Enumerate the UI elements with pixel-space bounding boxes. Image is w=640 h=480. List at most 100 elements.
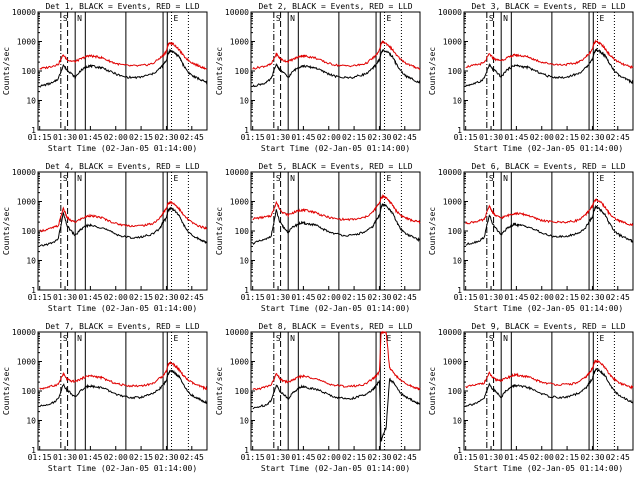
- y-tick-label: 100: [22, 227, 37, 236]
- y-tick-label: 100: [448, 387, 463, 396]
- y-tick-label: 10000: [12, 8, 36, 17]
- plot-frame: [463, 331, 634, 451]
- x-tick-label: 01:15: [454, 453, 478, 462]
- x-tick-label: 01:15: [241, 293, 265, 302]
- panel-title: Det 8, BLACK = Events, RED = LLD: [258, 322, 412, 331]
- y-tick-label: 100: [235, 67, 250, 76]
- y-tick-label: 100: [235, 387, 250, 396]
- x-tick-label: 02:15: [342, 133, 366, 142]
- x-axis-label: Start Time (02-Jan-05 01:14:00): [261, 144, 410, 153]
- events-series-line: [39, 206, 208, 247]
- y-tick-label: 10000: [438, 168, 462, 177]
- y-tick-label: 10000: [225, 8, 249, 17]
- panel-title: Det 9, BLACK = Events, RED = LLD: [471, 322, 625, 331]
- y-axis-label: Counts/sec: [215, 367, 224, 415]
- time-marker-label: E: [387, 14, 392, 23]
- events-series-line: [252, 49, 421, 88]
- x-tick-label: 02:15: [129, 453, 153, 462]
- time-marker-label: N: [290, 174, 295, 183]
- x-tick-label: 02:15: [555, 453, 579, 462]
- y-tick-label: 1: [31, 286, 36, 295]
- y-tick-label: 10: [239, 417, 249, 426]
- y-tick-label: 1000: [230, 198, 249, 207]
- x-tick-label: 02:00: [530, 453, 554, 462]
- x-tick-label: 02:15: [342, 293, 366, 302]
- y-tick-label: 10000: [438, 328, 462, 337]
- y-tick-label: 1000: [17, 358, 36, 367]
- y-tick-label: 1: [244, 126, 249, 135]
- x-tick-label: 02:45: [393, 133, 417, 142]
- plot-frame: [37, 331, 208, 451]
- y-tick-label: 10000: [438, 8, 462, 17]
- y-tick-label: 1000: [443, 198, 462, 207]
- y-axis-label: Counts/sec: [2, 47, 11, 95]
- y-axis-label: Counts/sec: [428, 367, 437, 415]
- y-tick-label: 1000: [230, 38, 249, 47]
- panel-title: Det 2, BLACK = Events, RED = LLD: [258, 2, 412, 11]
- y-tick-label: 10: [239, 97, 249, 106]
- detector-panel-7: Det 7, BLACK = Events, RED = LLD 1 10 100 10…: [2, 322, 208, 473]
- x-tick-label: 02:30: [367, 453, 391, 462]
- x-axis-label: Start Time (02-Jan-05 01:14:00): [48, 304, 197, 313]
- time-marker-label: E: [174, 14, 179, 23]
- x-tick-label: 02:00: [317, 453, 341, 462]
- x-axis-label: Start Time (02-Jan-05 01:14:00): [474, 304, 623, 313]
- lld-series-line: [39, 360, 208, 391]
- time-marker-label: S: [489, 14, 494, 23]
- time-marker-label: S: [63, 174, 68, 183]
- plot-frame: [250, 171, 421, 291]
- x-axis-label: Start Time (02-Jan-05 01:14:00): [261, 304, 410, 313]
- x-axis-label: Start Time (02-Jan-05 01:14:00): [48, 464, 197, 473]
- panel-title: Det 4, BLACK = Events, RED = LLD: [45, 162, 199, 171]
- x-tick-label: 01:30: [266, 293, 290, 302]
- plot-frame: [37, 11, 208, 131]
- x-tick-label: 01:45: [78, 293, 102, 302]
- x-tick-label: 01:30: [479, 133, 503, 142]
- x-tick-label: 02:00: [104, 293, 128, 302]
- x-tick-label: 01:30: [266, 133, 290, 142]
- x-tick-label: 02:30: [580, 293, 604, 302]
- time-marker-label: N: [77, 174, 82, 183]
- x-tick-label: 02:45: [393, 293, 417, 302]
- x-tick-label: 02:45: [180, 293, 204, 302]
- x-axis-label: Start Time (02-Jan-05 01:14:00): [474, 464, 623, 473]
- y-tick-label: 1000: [17, 198, 36, 207]
- events-series-line: [465, 204, 634, 246]
- x-tick-label: 02:30: [154, 293, 178, 302]
- panel-title: Det 1, BLACK = Events, RED = LLD: [45, 2, 199, 11]
- detector-panel-4: Det 4, BLACK = Events, RED = LLD 1 10 100 10…: [2, 162, 208, 313]
- y-tick-label: 100: [22, 67, 37, 76]
- time-marker-label: S: [489, 334, 494, 343]
- lld-series-line: [252, 39, 421, 71]
- x-tick-label: 02:30: [580, 133, 604, 142]
- y-tick-label: 1: [244, 446, 249, 455]
- x-axis-label: Start Time (02-Jan-05 01:14:00): [48, 144, 197, 153]
- y-tick-label: 10000: [225, 168, 249, 177]
- x-tick-label: 01:15: [28, 133, 52, 142]
- x-tick-label: 01:15: [454, 133, 478, 142]
- y-tick-label: 10: [26, 257, 36, 266]
- x-tick-label: 02:15: [555, 133, 579, 142]
- x-tick-label: 01:15: [28, 453, 52, 462]
- y-tick-label: 100: [235, 227, 250, 236]
- plot-frame: [37, 171, 208, 291]
- x-tick-label: 01:15: [28, 293, 52, 302]
- x-tick-label: 01:45: [291, 293, 315, 302]
- time-marker-label: S: [276, 174, 281, 183]
- y-axis-label: Counts/sec: [428, 207, 437, 255]
- time-marker-label: S: [489, 174, 494, 183]
- events-series-line: [465, 47, 634, 87]
- x-tick-label: 01:30: [479, 453, 503, 462]
- time-marker-label: N: [503, 334, 508, 343]
- y-tick-label: 10: [26, 417, 36, 426]
- x-tick-label: 01:30: [266, 453, 290, 462]
- plot-frame: [463, 11, 634, 131]
- x-tick-label: 01:15: [241, 453, 265, 462]
- lld-series-line: [465, 198, 634, 226]
- y-tick-label: 1: [457, 286, 462, 295]
- lld-series-line: [39, 42, 208, 70]
- x-tick-label: 01:45: [504, 293, 528, 302]
- time-marker-label: E: [174, 174, 179, 183]
- time-marker-label: S: [276, 334, 281, 343]
